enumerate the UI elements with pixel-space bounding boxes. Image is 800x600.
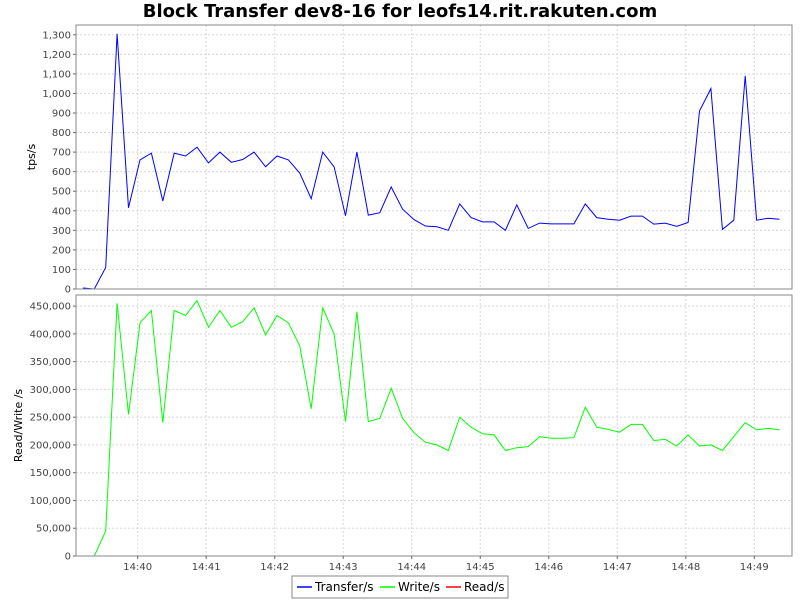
series-line-transfer-s	[82, 33, 780, 290]
x-tick-label: 14:46	[534, 562, 563, 573]
x-tick-label: 14:43	[329, 562, 358, 573]
y-tick-label: 700	[52, 148, 71, 159]
legend-box	[291, 575, 509, 599]
plot-frame-1	[75, 24, 793, 290]
x-tick-label: 14:41	[192, 562, 221, 573]
y-tick-label: 400,000	[30, 329, 71, 340]
y-axis-label-2: Read/Write /s	[12, 389, 25, 463]
y-tick-label: 200	[52, 245, 71, 256]
y-tick-label: 200,000	[30, 440, 71, 451]
y-tick-label: 1,100	[42, 69, 71, 80]
y-tick-label: 900	[52, 109, 71, 120]
y-tick-label: 100,000	[30, 496, 71, 507]
chart-title: Block Transfer dev8-16 for leofs14.rit.r…	[142, 1, 658, 22]
legend-label: Write/s	[398, 580, 440, 594]
y-tick-label: 1,300	[42, 30, 71, 41]
y-tick-label: 500	[52, 187, 71, 198]
y-tick-label: 0	[65, 552, 71, 563]
y-tick-label: 300,000	[30, 385, 71, 396]
y-tick-label: 0	[65, 285, 71, 296]
y-tick-label: 1,000	[42, 89, 71, 100]
x-tick-label: 14:49	[740, 562, 769, 573]
y-tick-label: 50,000	[36, 524, 71, 535]
x-tick-label: 14:48	[671, 562, 700, 573]
plot-area-2	[75, 294, 793, 557]
series-line-write-s	[93, 299, 780, 557]
y-tick-label: 300	[52, 226, 71, 237]
x-tick-label: 14:47	[603, 562, 632, 573]
y-axis-label-1: tps/s	[25, 144, 38, 171]
y-tick-label: 150,000	[30, 468, 71, 479]
legend-label: Read/s	[464, 580, 504, 594]
x-tick-label: 14:45	[466, 562, 495, 573]
y-tick-label: 400	[52, 206, 71, 217]
y-tick-label: 600	[52, 167, 71, 178]
y-tick-label: 800	[52, 128, 71, 139]
y-tick-label: 350,000	[30, 357, 71, 368]
legend-label: Transfer/s	[314, 580, 374, 594]
y-tick-label: 1,200	[42, 50, 71, 61]
legend: Transfer/s Write/s Read/s	[291, 575, 509, 599]
y-tick-label: 250,000	[30, 413, 71, 424]
plot-frame-2	[75, 294, 793, 557]
x-tick-label: 14:40	[123, 562, 152, 573]
y-tick-label: 450,000	[30, 302, 71, 313]
y-tick-label: 100	[52, 265, 71, 276]
x-tick-label: 14:42	[260, 562, 289, 573]
x-tick-label: 14:44	[397, 562, 426, 573]
